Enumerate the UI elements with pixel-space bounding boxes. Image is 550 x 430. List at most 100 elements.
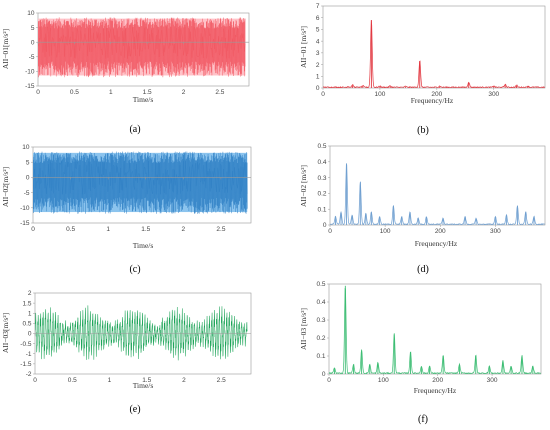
panel-e: -2 -1.5 -1 -0.5 0 0.5 1 1.5 2 0 0.5 1 1.5 2 2.5 Time/s…	[1, 290, 252, 415]
x-tick-label: 200	[431, 91, 442, 98]
y-tick-label: 0	[26, 175, 30, 182]
x-tick-label: 100	[380, 228, 391, 235]
y-tick-label: -10	[20, 205, 30, 212]
y-tick-label: 0.3	[316, 317, 325, 324]
x-tick-label: 300	[488, 91, 499, 98]
panel-a: -15 -10 -5 0 5 10 0 0.5 1 1.5 2 2.5 Time/s AII−01[m…	[1, 10, 250, 135]
x-tick-label: 0.5	[70, 89, 79, 96]
signal-core-trace	[33, 160, 248, 195]
y-tick-label: -0.5	[20, 341, 32, 348]
x-tick-label: 1	[109, 89, 113, 96]
y-tick-label: 10	[27, 10, 35, 17]
y-tick-label: 1	[28, 310, 32, 317]
y-tick-label: 0.2	[316, 335, 325, 342]
panel-b: 0 1 2 3 4 5 6 7 0 100 200 300 Frequency/Hz AII−01 […	[299, 3, 546, 136]
x-axis-label: Frequency/Hz	[414, 386, 457, 395]
y-tick-label: 0.4	[316, 299, 325, 306]
panel-d: 00.10.20.30.40.50 100 200 300 Frequency/Hz …	[299, 143, 546, 275]
y-tick-label: 1.5	[22, 300, 31, 307]
y-tick-label: -5	[29, 54, 35, 61]
y-tick-label: 5	[31, 25, 35, 32]
x-tick-label: 2.5	[217, 377, 226, 384]
x-tick-label: 0	[33, 377, 37, 384]
y-axis-label: AII−02[m/s²]	[1, 167, 10, 207]
y-tick-label: -1	[26, 351, 32, 358]
y-tick-label: 4	[316, 38, 320, 45]
y-tick-label: 6	[316, 15, 320, 22]
y-tick-label: 5	[26, 159, 30, 166]
y-tick-label: -15	[25, 83, 35, 90]
y-tick-label: 5	[316, 27, 320, 34]
x-tick-label: 0	[328, 228, 332, 235]
x-tick-label: 300	[490, 228, 501, 235]
y-tick-label: 3	[316, 50, 320, 57]
signal-core-trace	[38, 26, 246, 59]
x-tick-label: 2	[182, 89, 186, 96]
y-axis-label: AII−01[m/s²]	[1, 29, 10, 69]
y-axis-label: AII−03[m/s²]	[1, 313, 10, 353]
x-tick-label: 1	[106, 226, 110, 233]
y-tick-label: 2	[28, 290, 32, 297]
y-tick-label: 0.5	[22, 321, 31, 328]
x-tick-label: 1.5	[142, 377, 151, 384]
y-tick-label: -2	[26, 371, 32, 378]
x-tick-label: 0	[321, 91, 325, 98]
x-tick-label: 1	[108, 377, 112, 384]
y-axis-label: AII−02 [m/s²]	[299, 165, 308, 207]
x-tick-label: 2	[182, 226, 186, 233]
y-axis-label: AII−01 [m/s²]	[299, 26, 308, 68]
x-tick-label: 0	[36, 89, 40, 96]
y-tick-label: 10	[22, 144, 30, 151]
x-tick-label: 100	[378, 377, 389, 384]
x-tick-label: 100	[374, 91, 385, 98]
spectrum-trace	[323, 20, 545, 88]
x-tick-label: 2.5	[216, 226, 225, 233]
y-tick-label: 0.5	[317, 143, 326, 150]
panel-c: -15 -10 -5 0 5 10 0 0.5 1 1.5 2 2.5 Time/s AII−02[m…	[1, 144, 252, 275]
y-tick-label: 7	[316, 3, 320, 10]
signal-trace	[35, 305, 248, 361]
y-tick-label: 1	[316, 73, 320, 80]
x-tick-label: 1.5	[143, 89, 152, 96]
y-tick-label: 0	[31, 39, 35, 46]
x-axis-label: Frequency/Hz	[415, 239, 458, 248]
x-axis-label: Time/s	[133, 381, 154, 390]
x-tick-label: 0.5	[68, 377, 77, 384]
y-tick-label: -15	[20, 220, 30, 227]
x-tick-label: 300	[487, 377, 498, 384]
y-tick-label: -5	[24, 190, 30, 197]
y-axis-label: AII−03 [m/s²]	[299, 308, 308, 350]
spectrum-trace	[330, 164, 545, 225]
x-axis-label: Time/s	[133, 241, 154, 250]
y-tick-label: 0.1	[316, 353, 325, 360]
y-tick-label: 0	[323, 222, 327, 229]
panel-caption: (b)	[417, 125, 429, 136]
x-axis-label: Time/s	[133, 95, 154, 104]
x-tick-label: 0.5	[66, 226, 75, 233]
y-tick-label: -1.5	[20, 361, 32, 368]
y-tick-label: -10	[25, 69, 35, 76]
y-tick-label: 0.5	[316, 281, 325, 288]
x-axis-label: Frequency/Hz	[411, 96, 454, 105]
panel-f: 00.10.20.30.40.50 100 200 300 Frequency/Hz …	[299, 281, 542, 425]
x-tick-label: 200	[432, 377, 443, 384]
x-tick-label: 2.5	[215, 89, 224, 96]
panel-caption: (a)	[129, 124, 140, 135]
x-tick-label: 1.5	[141, 226, 150, 233]
x-tick-label: 200	[435, 228, 446, 235]
y-tick-label: 0.3	[317, 175, 326, 182]
panel-caption: (d)	[417, 264, 429, 275]
y-tick-label: 2	[316, 62, 320, 69]
signal-trace	[33, 151, 248, 214]
y-tick-label: 0.2	[317, 191, 326, 198]
panel-caption: (e)	[129, 404, 140, 415]
spectrum-trace	[329, 287, 541, 374]
y-tick-label: 0.4	[317, 159, 326, 166]
x-tick-label: 0	[31, 226, 35, 233]
panel-caption: (c)	[129, 264, 140, 275]
x-tick-label: 2	[182, 377, 186, 384]
y-tick-label: 0.1	[317, 206, 326, 213]
y-tick-label: 0	[316, 85, 320, 92]
x-tick-label: 0	[327, 377, 331, 384]
